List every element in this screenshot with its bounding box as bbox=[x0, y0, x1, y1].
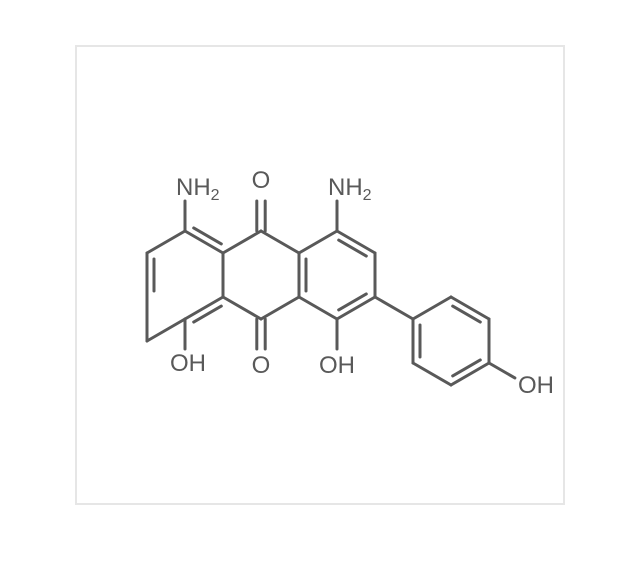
svg-text:O: O bbox=[252, 352, 271, 379]
svg-text:OH: OH bbox=[518, 372, 554, 399]
svg-text:NH2: NH2 bbox=[176, 174, 220, 204]
svg-text:O: O bbox=[252, 167, 271, 194]
chemical-structure: OH NH2 O O OH NH2 OH bbox=[77, 47, 567, 507]
diagram-frame: OH NH2 O O OH NH2 OH bbox=[75, 45, 565, 505]
svg-text:NH2: NH2 bbox=[328, 174, 372, 204]
svg-text:OH: OH bbox=[170, 350, 206, 377]
svg-text:OH: OH bbox=[319, 352, 355, 379]
